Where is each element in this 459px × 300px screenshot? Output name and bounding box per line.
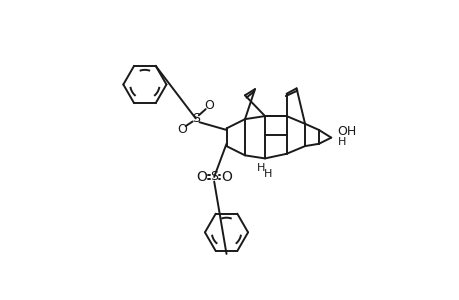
Text: O: O bbox=[177, 123, 186, 136]
Text: H: H bbox=[337, 137, 346, 147]
Text: S: S bbox=[210, 170, 218, 183]
Text: OH: OH bbox=[336, 125, 356, 138]
Text: O: O bbox=[221, 170, 231, 184]
Text: S: S bbox=[191, 112, 199, 125]
Text: O: O bbox=[204, 99, 214, 112]
Text: H: H bbox=[263, 169, 272, 179]
Text: O: O bbox=[196, 170, 207, 184]
Text: H: H bbox=[257, 163, 265, 173]
